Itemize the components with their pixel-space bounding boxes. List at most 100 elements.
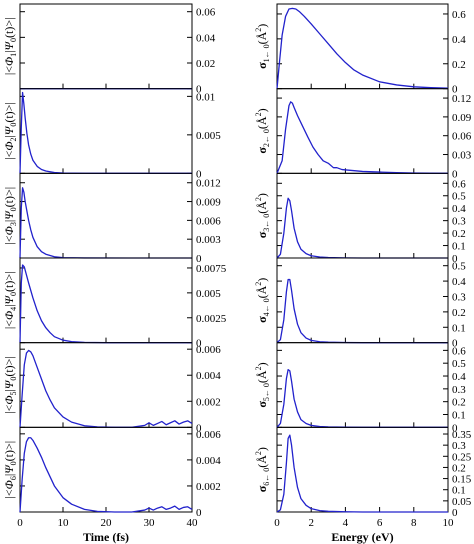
- panel-6-xtick-label: 30: [144, 517, 156, 529]
- panel-12-ytick-label: 0.1: [452, 485, 466, 497]
- panel-11-ytick-label: 0.5: [452, 358, 466, 370]
- panel-5-series-line: [19, 349, 193, 428]
- panel-2: 0 0.005 0.01 |<Φ2|Ψ0(t)>|: [2, 88, 221, 180]
- panel-9-ytick-label: 0: [452, 253, 458, 265]
- panel-7-ytick-label: 0.4: [452, 34, 466, 46]
- panel-8-series-line: [276, 101, 449, 174]
- panel-12-ytick-label: 0.2: [452, 462, 466, 474]
- panel-12-series-line: [276, 434, 448, 513]
- panel-10-ytick-label: 0.5: [452, 261, 466, 273]
- panel-8-ytick-label: 0.12: [452, 93, 471, 105]
- panel-8-frame: [276, 88, 449, 174]
- panel-7-ytick-label: 0.2: [452, 59, 466, 71]
- panel-7-ylabel: σ1← 0(Å2): [254, 24, 271, 69]
- panel-10-ytick-label: 0.3: [452, 291, 466, 303]
- panel-11-ytick-label: 0.3: [452, 384, 466, 396]
- panel-2-series-line: [19, 91, 192, 174]
- panel-6-ytick-label: 0.006: [196, 429, 221, 441]
- panel-4-ylabel: |<Φ4|Ψ0(t)>|: [2, 272, 18, 330]
- panel-4: 0 0.0025 0.005 0.0075 |<Φ4|Ψ0(t)>|: [2, 257, 227, 350]
- panel-2-ylabel: |<Φ2|Ψ0(t)>|: [2, 102, 18, 160]
- panel-4-frame: [19, 257, 193, 344]
- panel-3-ytick-label: 0.012: [196, 178, 221, 190]
- panel-11: 00.10.20.30.40.50.6 σ5← 0(Å2): [254, 342, 466, 434]
- panel-11-series-line: [276, 368, 448, 428]
- panel-9-ytick-label: 0.1: [452, 241, 466, 253]
- panel-8-ytick-label: 0.06: [452, 131, 472, 143]
- panel-12-ylabel: σ6← 0(Å2): [254, 447, 271, 492]
- panel-4-series-line: [19, 264, 192, 344]
- panel-5: 0 0.002 0.004 0.006 |<Φ5|Ψ0(t)>|: [2, 342, 221, 434]
- panel-1-ytick-label: 0: [196, 84, 202, 96]
- panel-9-ytick-label: 0.2: [452, 228, 466, 240]
- panel-9-ytick-label: 0.6: [452, 178, 466, 190]
- panel-1-frame: [19, 3, 193, 90]
- panel-1-ytick-label: 0.06: [196, 7, 216, 19]
- panel-8-ytick-label: 0.03: [452, 150, 472, 162]
- panel-3-frame: [19, 172, 193, 259]
- panel-3-ylabel: |<Φ3|Ψ0(t)>|: [2, 187, 18, 245]
- panel-10-ytick-label: 0.1: [452, 322, 466, 334]
- panel-6-ytick-label: 0: [196, 507, 202, 519]
- panel-7-series-line: [276, 7, 449, 89]
- panel-3-ytick-label: 0: [196, 253, 202, 265]
- panel-5-ylabel: |<Φ5|Ψ0(t)>|: [2, 356, 18, 414]
- panel-9-series-line: [276, 197, 448, 259]
- panel-7-ytick-label: 0.6: [452, 9, 466, 21]
- panel-3-ytick-label: 0.003: [196, 234, 221, 246]
- panel-10-ytick-label: 0.4: [452, 276, 466, 288]
- panel-4-ytick-label: 0.0025: [196, 313, 227, 325]
- panel-3: 0 0.003 0.006 0.009 0.012 |<Φ3|Ψ0(t)>|: [2, 172, 221, 265]
- panel-4-ytick-label: 0.005: [196, 288, 221, 300]
- panel-12-ytick-label: 0.15: [452, 474, 472, 486]
- panel-1-ytick-label: 0.04: [196, 32, 216, 44]
- panel-12-frame: [276, 426, 449, 513]
- panel-12-xtick-label: 0: [274, 517, 280, 529]
- panel-9-frame: [276, 172, 449, 259]
- panel-1: 0 0.02 0.04 0.06 |<Φ1|Ψ0(t)>|: [2, 3, 216, 96]
- panel-9: 00.10.20.30.40.50.6 σ3← 0(Å2): [254, 172, 466, 265]
- panel-12-xtick-label: 2: [308, 517, 314, 529]
- panel-3-ytick-label: 0.006: [196, 215, 221, 227]
- panel-12-xtick-label: 10: [443, 517, 455, 529]
- panel-11-ylabel: σ5← 0(Å2): [254, 362, 271, 407]
- panel-2-frame: [19, 88, 193, 174]
- panel-6-xlabel: Time (fs): [83, 530, 129, 544]
- panel-12-ytick-label: 0.05: [452, 496, 472, 508]
- panel-9-ylabel: σ3← 0(Å2): [254, 193, 271, 238]
- panel-10-series-line: [276, 278, 448, 344]
- panel-9-ytick-label: 0.5: [452, 191, 466, 203]
- panel-12: 00.050.10.150.20.250.30.350 2 4 6 8 10Energy …: [254, 426, 472, 544]
- panel-6: 0 0.002 0.004 0.006 0 10 20 30 40 Time (fs) |<Φ6|Ψ…: [2, 426, 221, 544]
- panel-7-frame: [276, 3, 449, 90]
- panel-6-xtick-label: 10: [58, 517, 70, 529]
- panel-11-ytick-label: 0.2: [452, 397, 466, 409]
- panel-12-xlabel: Energy (eV): [331, 530, 393, 544]
- panel-6-ytick-label: 0.002: [196, 481, 221, 493]
- panel-10-ylabel: σ4← 0(Å2): [254, 278, 271, 323]
- panel-10-ytick-label: 0.2: [452, 307, 466, 319]
- panel-11-ytick-label: 0.4: [452, 371, 466, 383]
- panel-6-frame: [19, 426, 193, 513]
- panel-3-ytick-label: 0.009: [196, 197, 221, 209]
- panel-10-frame: [276, 257, 449, 344]
- panel-11-ytick-label: 0: [452, 422, 458, 434]
- panel-9-ytick-label: 0.4: [452, 203, 466, 215]
- panel-12-ytick-label: 0: [452, 507, 458, 519]
- panel-12-ytick-label: 0.25: [452, 451, 472, 463]
- panel-4-ytick-label: 0.0075: [196, 263, 227, 275]
- panel-2-ytick-label: 0.01: [196, 91, 215, 103]
- panel-6-series-line: [19, 437, 193, 513]
- panel-12-ytick-label: 0.35: [452, 429, 472, 441]
- panel-1-ylabel: |<Φ1|Ψ0(t)>|: [2, 18, 18, 76]
- panel-11-ytick-label: 0.1: [452, 410, 466, 422]
- panel-8-ytick-label: 0.09: [452, 112, 472, 124]
- panel-8-ytick-label: 0: [452, 168, 458, 180]
- panel-5-ytick-label: 0.004: [196, 370, 221, 382]
- panel-6-xtick-label: 0: [17, 517, 23, 529]
- panel-4-ytick-label: 0: [196, 338, 202, 350]
- panel-10: 0 0.1 0.2 0.3 0.4 0.5 σ4← 0(Å2): [254, 257, 466, 350]
- panel-11-ytick-label: 0.6: [452, 345, 466, 357]
- panel-6-ylabel: |<Φ6|Ψ0(t)>|: [2, 441, 18, 499]
